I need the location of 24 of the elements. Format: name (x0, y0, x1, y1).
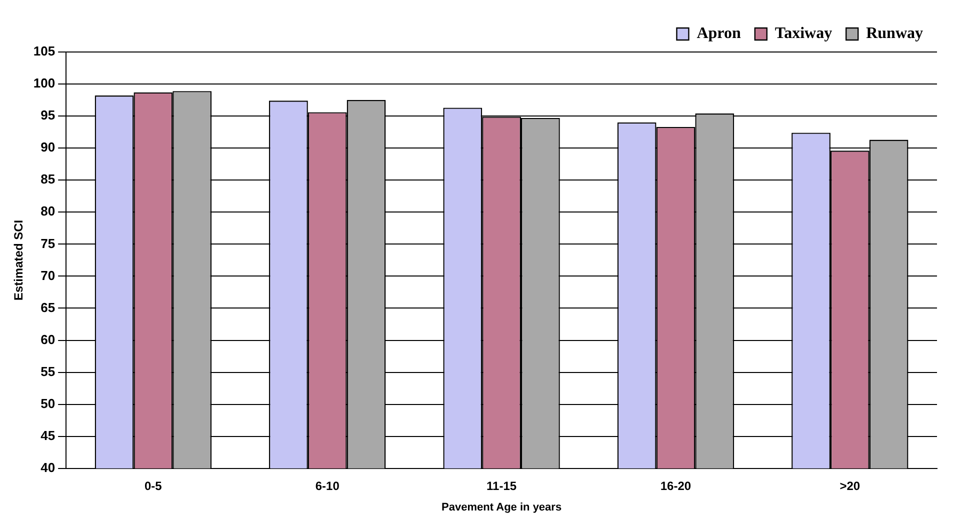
y-tick-label: 70 (40, 268, 56, 283)
x-tick-label: 6-10 (315, 478, 340, 493)
y-tick-label: 40 (40, 460, 56, 475)
y-tick-label: 75 (40, 236, 56, 251)
y-tick-label: 85 (40, 172, 56, 187)
y-tick-label: 60 (40, 332, 56, 347)
y-tick-label: 45 (40, 428, 56, 443)
y-tick-label: 55 (40, 364, 56, 379)
y-tick-label: 95 (40, 108, 56, 123)
y-tick-label: 105 (33, 44, 56, 59)
y-axis-title: Estimated SCI (12, 220, 26, 301)
legend-label: Runway (866, 25, 923, 42)
y-tick-label: 100 (33, 76, 56, 91)
x-tick-label: 11-15 (486, 478, 517, 493)
legend-label: Apron (696, 25, 741, 42)
x-tick-label: 0-5 (144, 478, 162, 493)
y-tick-label: 65 (40, 300, 56, 315)
y-tick-label: 90 (40, 140, 56, 155)
y-tick-label: 50 (40, 396, 56, 411)
legend-label: Taxiway (774, 25, 832, 42)
y-tick-label: 80 (40, 204, 56, 219)
x-tick-label: 16-20 (660, 478, 692, 493)
x-tick-label: >20 (840, 478, 860, 493)
x-axis-title: Pavement Age in years (442, 501, 562, 514)
